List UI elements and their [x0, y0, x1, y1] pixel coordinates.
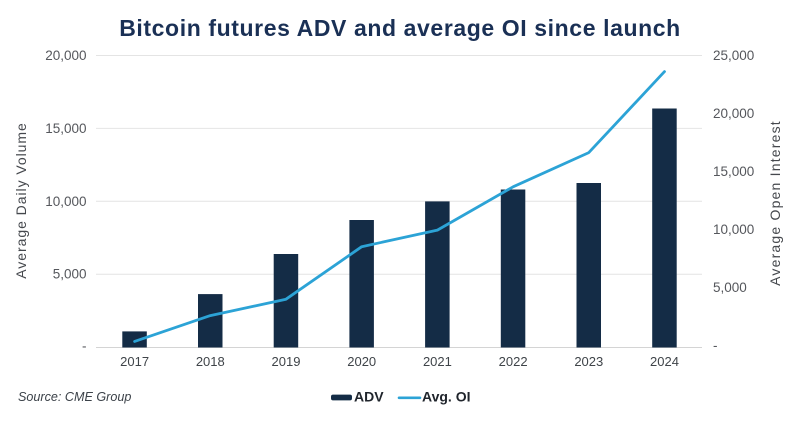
svg-text:25,000: 25,000	[713, 48, 754, 63]
svg-text:2019: 2019	[272, 354, 301, 369]
svg-text:5,000: 5,000	[713, 280, 747, 295]
svg-text:20,000: 20,000	[713, 106, 754, 121]
svg-text:10,000: 10,000	[45, 194, 86, 209]
svg-text:Bitcoin futures ADV and averag: Bitcoin futures ADV and average OI since…	[119, 15, 681, 41]
svg-text:15,000: 15,000	[45, 121, 86, 136]
svg-text:2020: 2020	[347, 354, 376, 369]
svg-text:2022: 2022	[499, 354, 528, 369]
svg-text:2017: 2017	[120, 354, 149, 369]
svg-text:-: -	[82, 339, 87, 354]
svg-text:-: -	[713, 338, 718, 353]
svg-text:Avg. OI: Avg. OI	[422, 389, 471, 405]
svg-text:Average Open Interest: Average Open Interest	[767, 120, 783, 286]
svg-text:2021: 2021	[423, 354, 452, 369]
svg-text:2023: 2023	[574, 354, 603, 369]
svg-text:Average Daily Volume: Average Daily Volume	[13, 122, 29, 278]
svg-text:15,000: 15,000	[713, 164, 754, 179]
svg-text:ADV: ADV	[354, 389, 384, 405]
svg-text:Source: CME Group: Source: CME Group	[18, 390, 131, 404]
svg-text:2018: 2018	[196, 354, 225, 369]
svg-text:10,000: 10,000	[713, 222, 754, 237]
svg-text:20,000: 20,000	[45, 48, 86, 63]
svg-text:5,000: 5,000	[53, 267, 87, 282]
svg-text:2024: 2024	[650, 354, 679, 369]
